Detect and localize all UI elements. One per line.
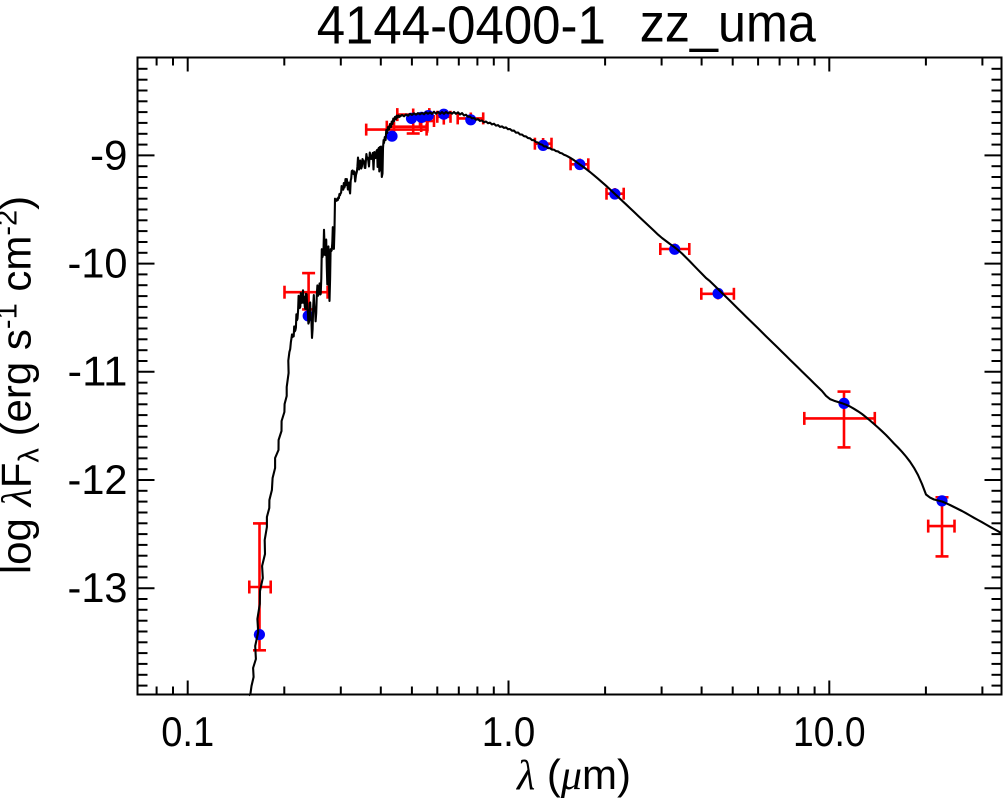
svg-text:zz_uma: zz_uma <box>640 0 817 54</box>
svg-text:-13: -13 <box>68 564 128 611</box>
svg-text:1.0: 1.0 <box>482 708 536 755</box>
svg-text:-12: -12 <box>68 456 128 503</box>
svg-text:λ (μm): λ (μm) <box>515 751 631 799</box>
svg-text:10.0: 10.0 <box>793 708 866 755</box>
svg-text:0.1: 0.1 <box>161 708 214 755</box>
svg-text:4144-0400-1: 4144-0400-1 <box>317 0 606 56</box>
svg-text:log λFλ (erg s-1 cm-2): log λFλ (erg s-1 cm-2) <box>0 196 46 574</box>
svg-text:-10: -10 <box>68 240 128 287</box>
svg-text:-9: -9 <box>90 131 128 178</box>
svg-text:-11: -11 <box>68 348 128 395</box>
